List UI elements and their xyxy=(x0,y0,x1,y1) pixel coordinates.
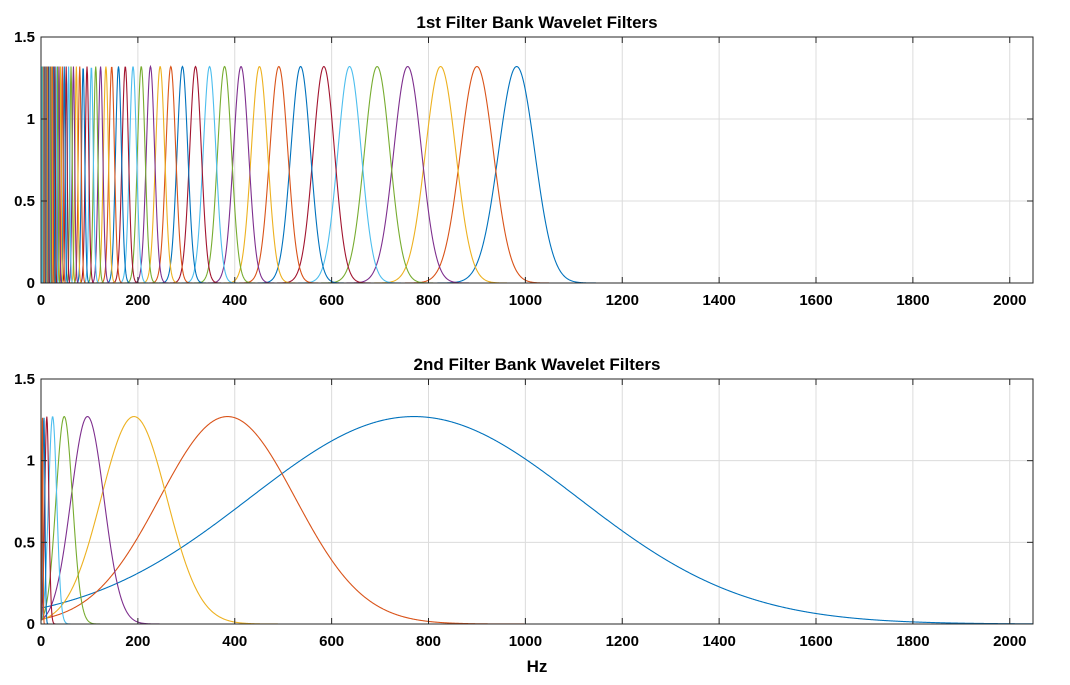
x-tick-label: 1000 xyxy=(509,292,542,309)
x-tick-label: 1200 xyxy=(606,292,639,309)
filter-curve xyxy=(189,65,1033,283)
filter-curve xyxy=(394,65,1033,283)
filter-curve xyxy=(41,66,1033,283)
axis-ticks: 0 200 400 600 800 1000 1200 1400 1600 1800 2000 0 0.… xyxy=(14,371,1033,650)
filter-curve xyxy=(85,66,1033,283)
filter-curve xyxy=(109,66,1033,283)
y-tick-label: 1.5 xyxy=(14,29,35,46)
x-tick-label: 0 xyxy=(37,633,45,650)
filter-curve xyxy=(50,66,1033,283)
filter-curve xyxy=(41,416,1033,624)
filter-curve xyxy=(146,65,1033,283)
filter-curve xyxy=(46,66,1033,283)
filter-curve xyxy=(41,417,1033,624)
x-tick-label: 1600 xyxy=(799,292,832,309)
grid xyxy=(41,378,1033,624)
filter-curve xyxy=(364,66,1033,283)
axes-frame xyxy=(40,378,1034,625)
x-tick-label: 0 xyxy=(37,292,45,309)
filter-curve xyxy=(63,66,1033,283)
filter-curve xyxy=(69,66,1033,283)
x-tick-label: 1800 xyxy=(896,633,929,650)
chart-title: 2nd Filter Bank Wavelet Filters xyxy=(414,355,661,374)
filter-curve xyxy=(48,66,1033,283)
filter-curve xyxy=(48,66,1033,283)
filter-curve xyxy=(56,66,1033,283)
filter-curve xyxy=(202,66,1033,283)
x-tick-label: 1600 xyxy=(799,633,832,650)
filter-curve xyxy=(337,65,1033,283)
filter-curve xyxy=(89,66,1033,283)
filter-curve xyxy=(155,65,1033,283)
filter-curve xyxy=(47,66,1033,283)
y-tick-label: 1 xyxy=(27,453,35,470)
chart-title: 1st Filter Bank Wavelet Filters xyxy=(416,13,657,32)
y-tick-label: 1.5 xyxy=(14,371,35,388)
filter-curve xyxy=(54,66,1033,283)
x-tick-label: 1200 xyxy=(606,633,639,650)
x-tick-label: 400 xyxy=(222,292,247,309)
filter-curve xyxy=(41,416,1033,624)
filter-curve xyxy=(251,65,1033,283)
y-tick-label: 0 xyxy=(27,616,35,633)
filter-curve xyxy=(41,416,1033,624)
y-tick-label: 0.5 xyxy=(14,193,35,210)
filter-curve xyxy=(81,67,1033,283)
filter-curves xyxy=(41,64,1033,283)
filter-curve xyxy=(46,66,1033,283)
chart-2nd-filter-bank: 2nd Filter Bank Wavelet Filters 0 200 400 6… xyxy=(14,355,1034,676)
x-tick-label: 200 xyxy=(125,633,150,650)
x-tick-label: 600 xyxy=(319,633,344,650)
y-tick-label: 0.5 xyxy=(14,534,35,551)
x-tick-label: 200 xyxy=(125,292,150,309)
x-tick-label: 800 xyxy=(416,633,441,650)
x-tick-label: 1800 xyxy=(896,292,929,309)
filter-curve xyxy=(45,66,1033,283)
x-tick-label: 600 xyxy=(319,292,344,309)
y-tick-label: 1 xyxy=(27,111,35,128)
filter-curve xyxy=(53,66,1033,283)
filter-curve xyxy=(129,64,1033,283)
axes-frame xyxy=(40,36,1034,284)
filter-curve xyxy=(45,66,1033,283)
filter-curve xyxy=(67,66,1033,283)
filter-curve xyxy=(41,416,1033,624)
filter-curve xyxy=(122,66,1033,283)
filter-curve xyxy=(41,417,1033,624)
x-axis-label: Hz xyxy=(527,657,548,676)
chart-1st-filter-bank: 1st Filter Bank Wavelet Filters 0 200 400 6… xyxy=(14,13,1034,309)
x-tick-label: 400 xyxy=(222,633,247,650)
filter-curve xyxy=(41,416,1033,624)
filter-curve xyxy=(115,66,1033,283)
filter-curve xyxy=(75,68,1033,283)
x-tick-label: 2000 xyxy=(993,633,1026,650)
y-tick-label: 0 xyxy=(27,275,35,292)
filter-curve xyxy=(78,66,1033,283)
filter-curve xyxy=(137,66,1033,283)
filter-curve xyxy=(313,65,1033,283)
filter-curve xyxy=(41,416,1033,624)
x-tick-label: 1000 xyxy=(509,633,542,650)
filter-curve xyxy=(58,66,1033,283)
filter-curve xyxy=(41,416,1033,624)
x-tick-label: 2000 xyxy=(993,292,1026,309)
x-tick-label: 1400 xyxy=(702,292,735,309)
x-tick-label: 800 xyxy=(416,292,441,309)
axis-ticks: 0 200 400 600 800 1000 1200 1400 1600 1800 2000 0 0.… xyxy=(14,29,1033,309)
filter-curve xyxy=(426,65,1033,283)
x-tick-label: 1400 xyxy=(702,633,735,650)
filter-curve xyxy=(218,66,1033,283)
filter-curves xyxy=(41,416,1033,624)
